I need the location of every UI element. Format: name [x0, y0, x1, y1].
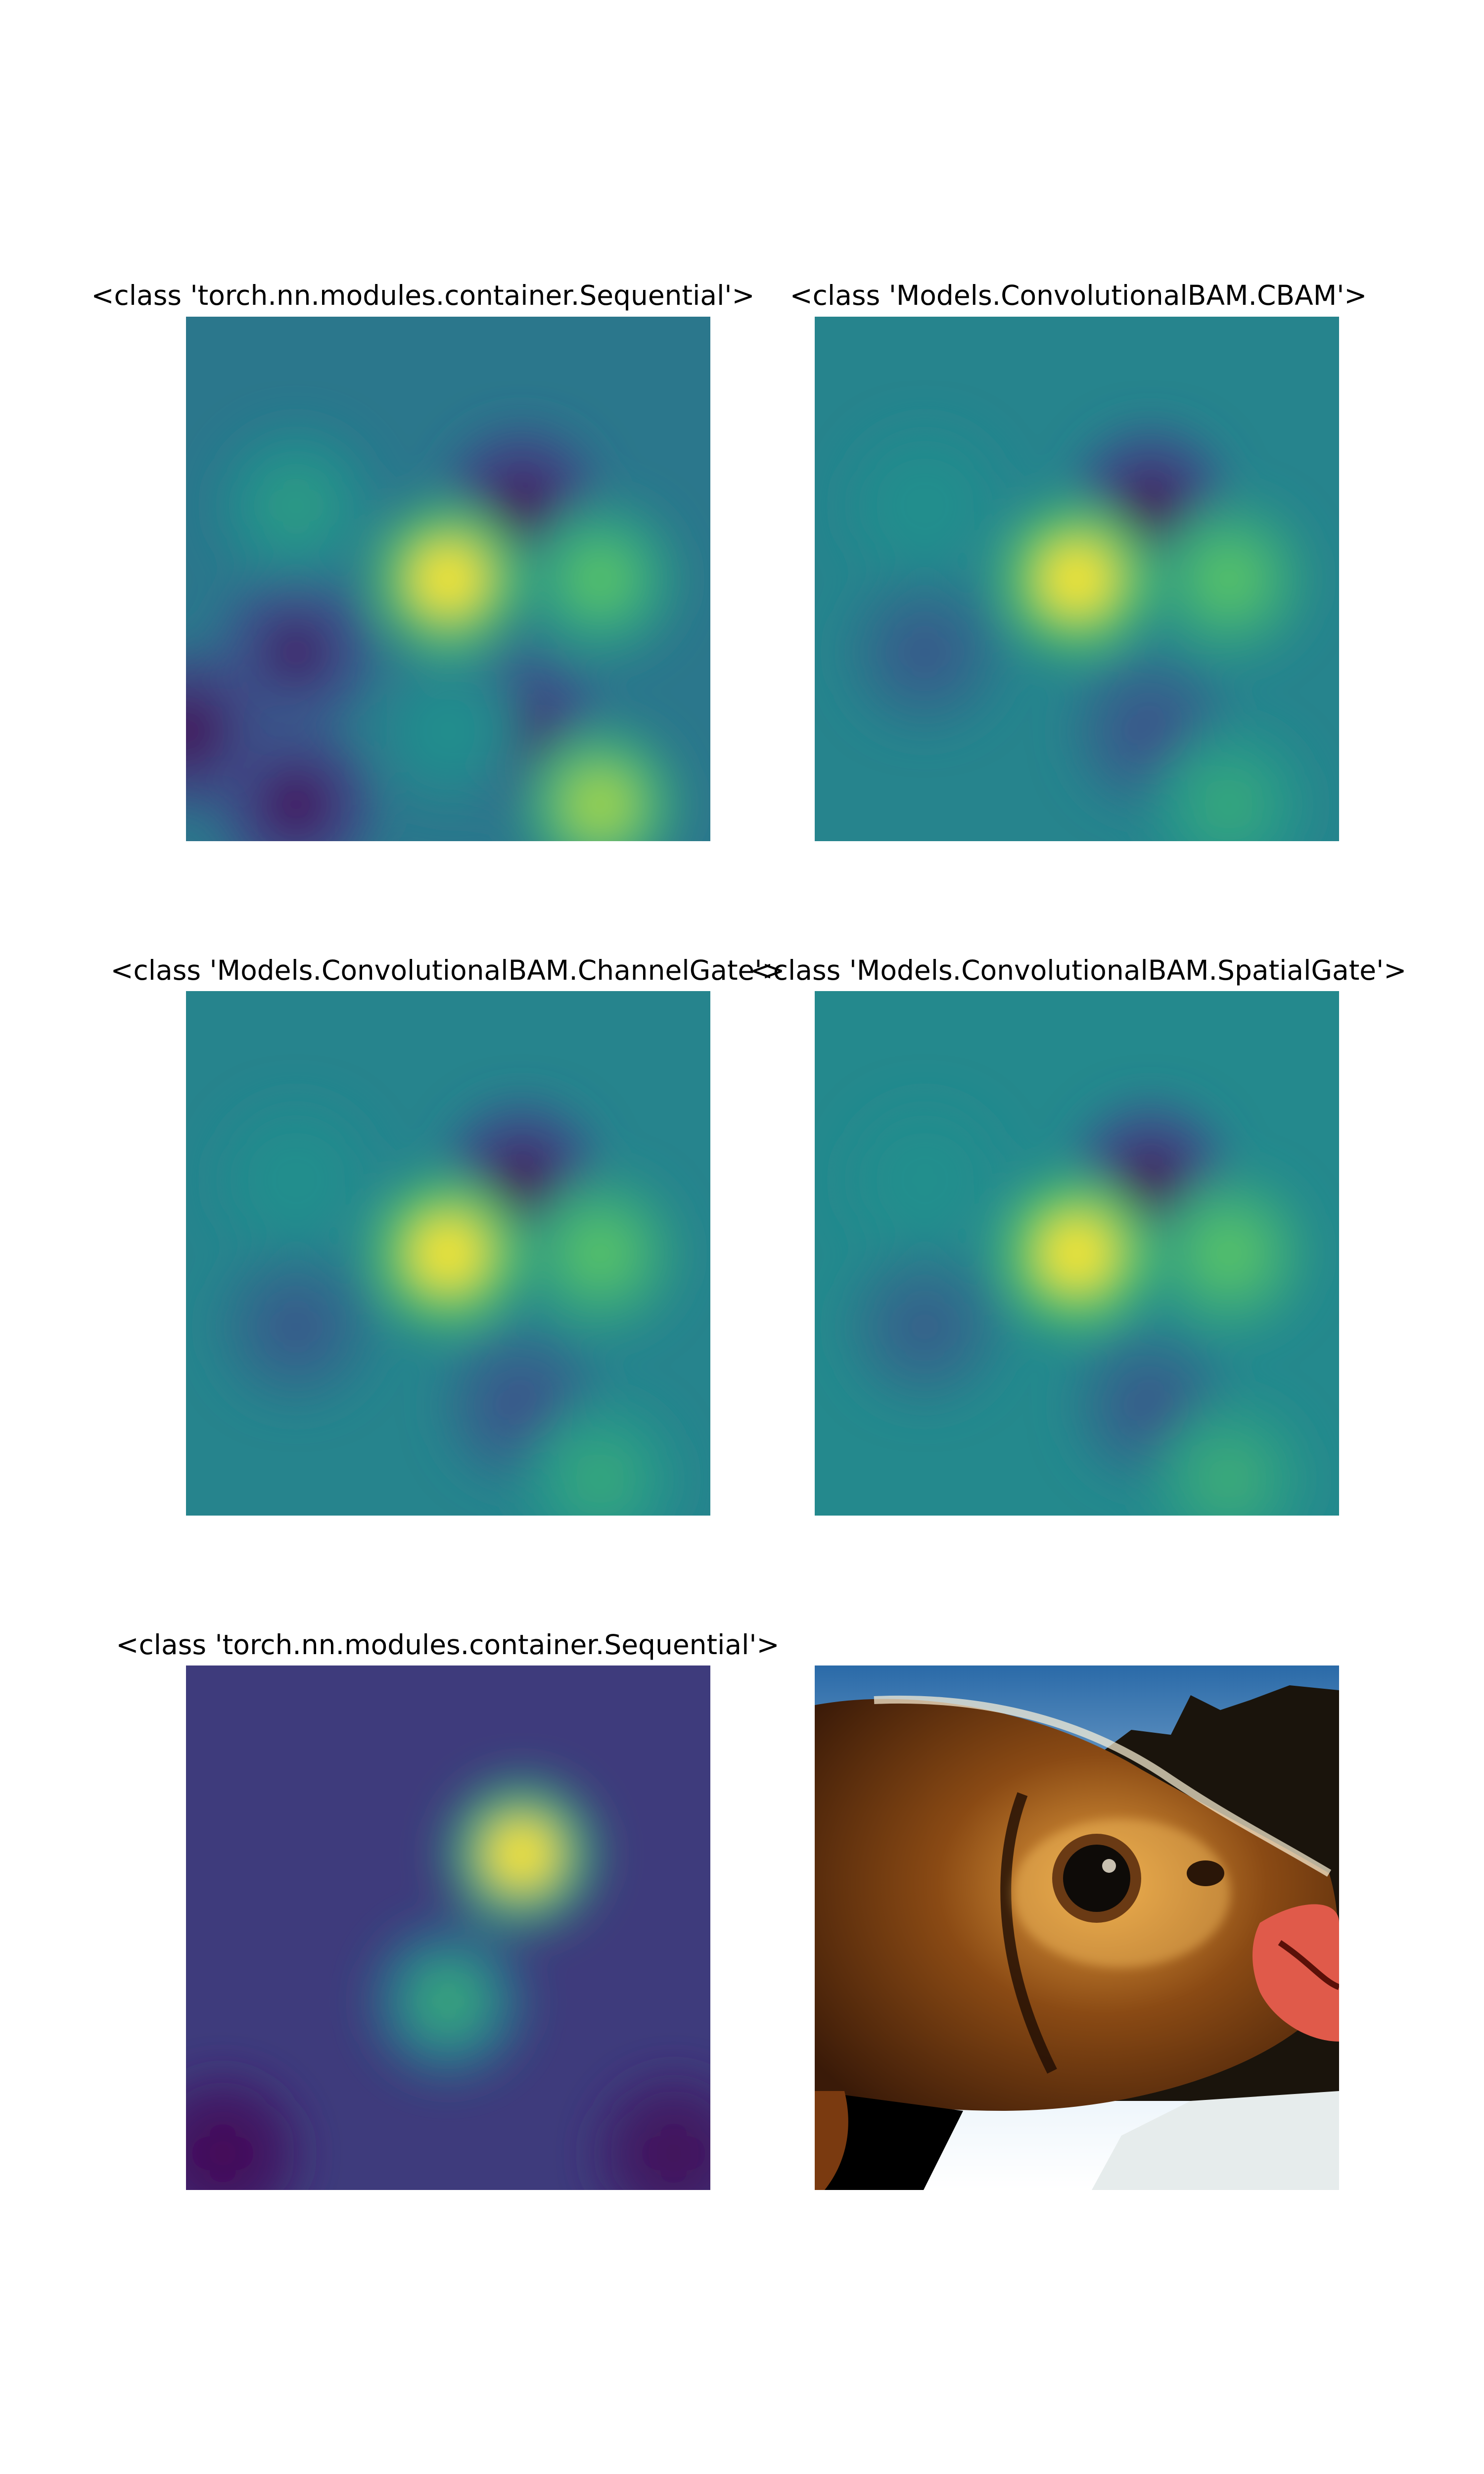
panel-4-title: <class 'Models.ConvolutionalBAM.SpatialG…: [750, 954, 1407, 986]
heatmap-hotspot-0: [1042, 544, 1112, 614]
heatmap-hotspot-3: [1194, 1444, 1264, 1514]
heatmap-hotspot-0: [487, 1819, 556, 1889]
heatmap-coldspot-4: [261, 769, 331, 839]
heatmap-coldspot-1: [261, 1292, 331, 1362]
heatmap-2-canvas: [815, 317, 1339, 841]
photo-fish-nostril: [1187, 1860, 1224, 1886]
heatmap-hotspot-1: [414, 1966, 483, 2036]
heatmap-4-canvas: [815, 991, 1339, 1516]
heatmap-coldspot-0: [487, 1145, 556, 1215]
photo-fish-eye-glint: [1102, 1859, 1116, 1873]
heatmap-hotspot-2: [890, 471, 960, 540]
heatmap-panel-2: [815, 317, 1339, 841]
heatmap-hotspot-0: [414, 544, 483, 614]
fish-photo: [815, 1665, 1339, 2190]
heatmap-hotspot-3: [565, 1444, 635, 1514]
photo-gill-line: [1000, 1792, 1057, 2074]
heatmap-hotspot-1: [565, 1219, 635, 1288]
heatmap-5-canvas: [186, 1665, 710, 2190]
heatmap-coldspot-2: [1115, 1371, 1185, 1440]
heatmap-hotspot-2: [261, 1145, 331, 1215]
heatmap-coldspot-2: [487, 1371, 556, 1440]
heatmap-coldspot-0: [1115, 1145, 1185, 1215]
photo-fish-pectoral: [815, 2091, 848, 2190]
heatmap-coldspot-0: [188, 2118, 258, 2188]
heatmap-panel-3: [186, 991, 710, 1516]
panel-1-title: <class 'torch.nn.modules.container.Seque…: [91, 280, 755, 311]
photo-fish-eye: [1063, 1845, 1130, 1912]
heatmap-coldspot-0: [487, 471, 556, 540]
panel-3-title: <class 'Models.ConvolutionalBAM.ChannelG…: [110, 954, 785, 986]
heatmap-hotspot-2: [890, 1145, 960, 1215]
heatmap-3-canvas: [186, 991, 710, 1516]
panel-2-title: <class 'Models.ConvolutionalBAM.CBAM'>: [789, 280, 1367, 311]
input-image-panel: [815, 1665, 1339, 2190]
heatmap-coldspot-0: [1115, 471, 1185, 540]
photo-water: [1092, 2091, 1339, 2190]
heatmap-panel-1: [186, 317, 710, 841]
heatmap-panel-5: [186, 1665, 710, 2190]
photo-fish-mouth-line: [1278, 1940, 1339, 1990]
heatmap-hotspot-0: [414, 1219, 483, 1288]
heatmap-panel-4: [815, 991, 1339, 1516]
heatmap-hotspot-1: [1194, 1219, 1264, 1288]
heatmap-hotspot-2: [261, 471, 331, 540]
photo-fish-lip: [1252, 1904, 1339, 2042]
photo-fish-back-highlight: [874, 1695, 1332, 1877]
heatmap-coldspot-1: [261, 618, 331, 687]
heatmap-hotspot-1: [565, 544, 635, 614]
heatmap-1-canvas: [186, 317, 710, 841]
photo-fish-jaw-shadow: [815, 2091, 963, 2190]
heatmap-hotspot-3: [1194, 769, 1264, 839]
heatmap-coldspot-1: [639, 2118, 708, 2188]
heatmap-hotspot-4: [565, 769, 635, 839]
panel-5-title: <class 'torch.nn.modules.container.Seque…: [116, 1629, 780, 1661]
heatmap-coldspot-3: [186, 696, 221, 766]
heatmap-coldspot-1: [890, 618, 960, 687]
heatmap-hotspot-3: [414, 696, 483, 766]
heatmap-hotspot-0: [1042, 1219, 1112, 1288]
heatmap-hotspot-1: [1194, 544, 1264, 614]
heatmap-coldspot-2: [1115, 696, 1185, 766]
heatmap-coldspot-1: [890, 1292, 960, 1362]
